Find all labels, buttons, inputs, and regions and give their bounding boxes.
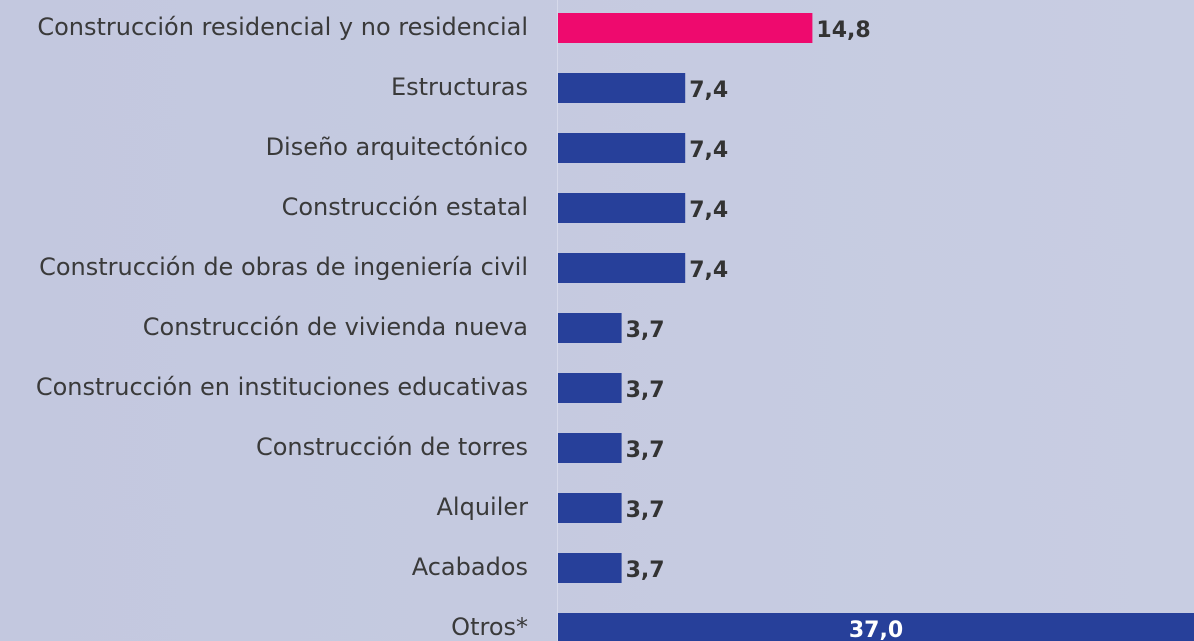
category-label: Construcción en instituciones educativas [36, 373, 528, 401]
value-label: 7,4 [689, 258, 728, 283]
bar [558, 73, 686, 103]
value-label: 7,4 [689, 138, 728, 163]
category-label: Otros* [451, 613, 528, 641]
bar [558, 253, 686, 283]
bar [558, 193, 686, 223]
value-label: 3,7 [626, 318, 665, 343]
value-label: 7,4 [689, 78, 728, 103]
bar [558, 493, 622, 523]
value-label: 3,7 [626, 378, 665, 403]
bar [558, 373, 622, 403]
category-label: Construcción de vivienda nueva [143, 313, 528, 341]
value-label: 37,0 [849, 618, 903, 641]
category-label: Estructuras [391, 73, 528, 101]
bar [558, 13, 813, 43]
bar [558, 613, 1194, 641]
bar [558, 313, 622, 343]
category-label: Construcción de torres [256, 433, 528, 461]
category-label: Diseño arquitectónico [266, 133, 528, 161]
value-label: 14,8 [816, 18, 870, 43]
category-label: Alquiler [437, 493, 529, 521]
category-label: Acabados [412, 553, 528, 581]
value-label: 3,7 [626, 558, 665, 583]
bar [558, 433, 622, 463]
bar [558, 133, 686, 163]
category-label: Construcción estatal [282, 193, 528, 221]
category-label: Construcción residencial y no residencia… [37, 13, 528, 41]
value-label: 3,7 [626, 438, 665, 463]
value-label: 3,7 [626, 498, 665, 523]
category-label: Construcción de obras de ingeniería civi… [39, 253, 528, 281]
value-label: 7,4 [689, 198, 728, 223]
bar [558, 553, 622, 583]
